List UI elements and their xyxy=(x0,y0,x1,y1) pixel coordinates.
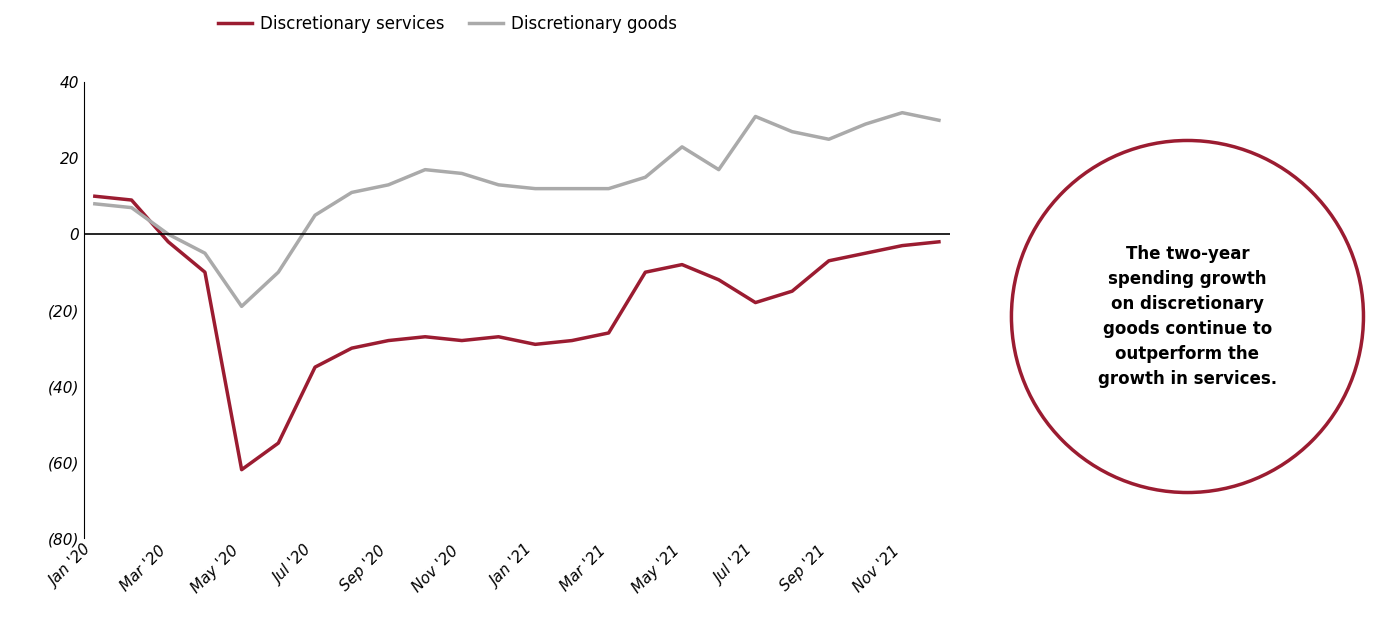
Text: The two-year
spending growth
on discretionary
goods continue to
outperform the
g: The two-year spending growth on discreti… xyxy=(1098,245,1277,388)
Legend: Discretionary services, Discretionary goods: Discretionary services, Discretionary go… xyxy=(211,9,683,40)
